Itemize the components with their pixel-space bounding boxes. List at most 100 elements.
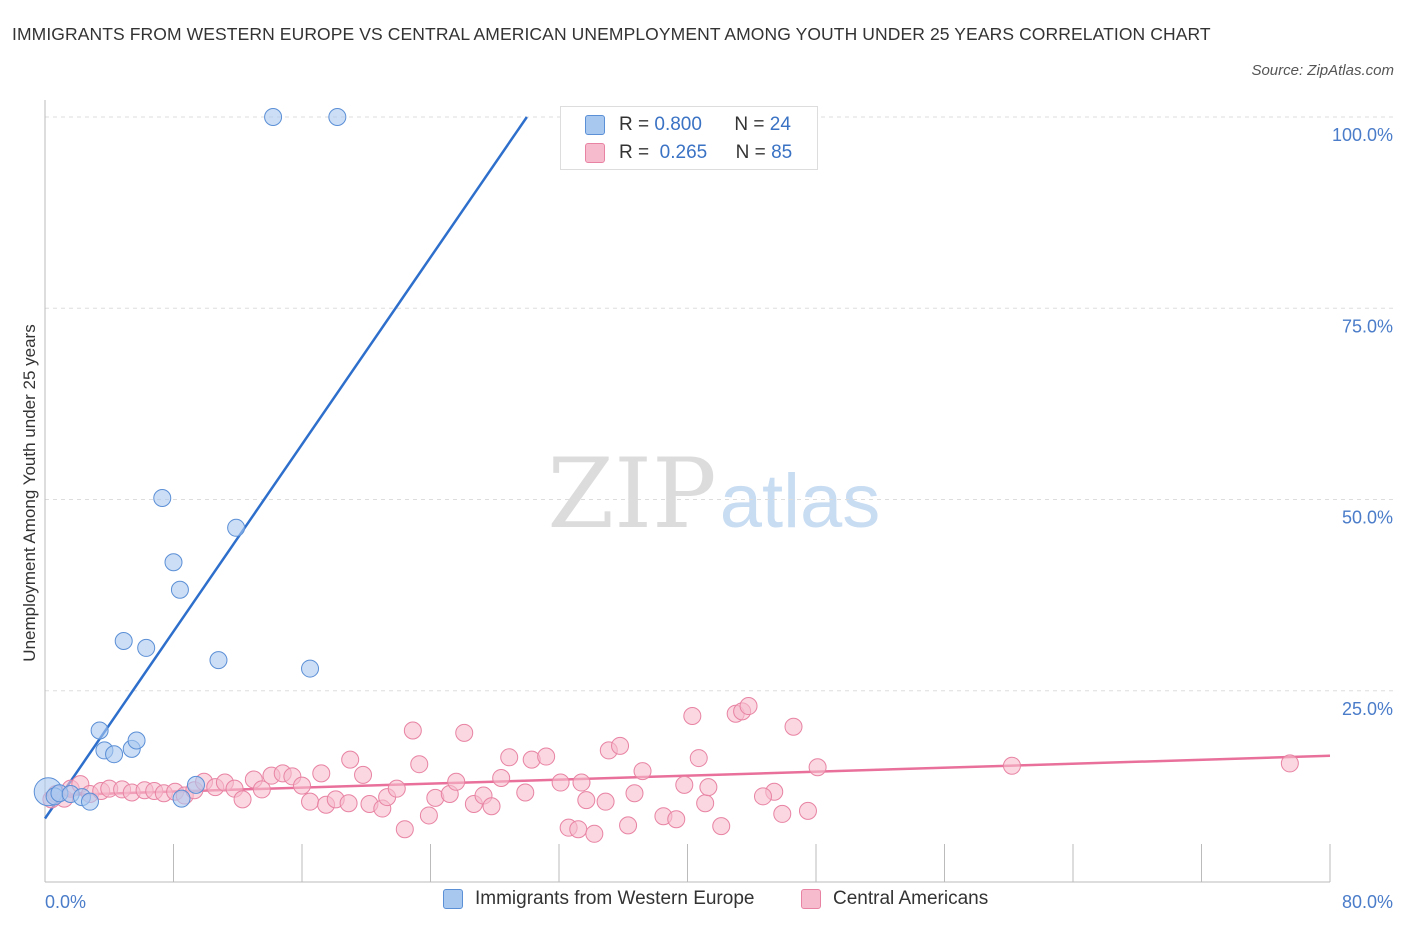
points-central-americans xyxy=(42,697,1299,843)
x-tick-label-max: 80.0% xyxy=(1342,892,1393,912)
data-point-central-americans xyxy=(619,816,638,835)
data-point-central-americans xyxy=(293,776,311,795)
data-point-central-americans xyxy=(339,794,358,813)
legend-label-western-europe: Immigrants from Western Europe xyxy=(475,888,755,909)
x-ticks xyxy=(44,844,1331,882)
data-point-western-europe xyxy=(227,518,246,537)
data-point-central-americans xyxy=(696,794,715,813)
legend-r-value-1: 0.800 xyxy=(654,114,702,135)
data-point-central-americans xyxy=(252,780,271,799)
x-tick-label-min: 0.0% xyxy=(45,892,86,912)
legend-label-central-americans: Central Americans xyxy=(833,888,989,909)
data-point-western-europe xyxy=(264,108,283,126)
source-label: Source: ZipAtlas.com xyxy=(1251,62,1394,79)
y-tick-label-25: 25.0% xyxy=(1342,699,1393,719)
data-point-western-europe xyxy=(114,632,133,651)
watermark: ZIP atlas xyxy=(547,438,880,550)
data-point-central-americans xyxy=(773,804,792,823)
data-point-central-americans xyxy=(312,764,331,783)
data-point-central-americans xyxy=(1280,754,1299,773)
legend-r-label: R = xyxy=(619,142,650,163)
data-point-central-americans xyxy=(395,820,414,839)
legend-item-western-europe: Immigrants from Western Europe xyxy=(443,888,754,910)
trend-line-western-europe xyxy=(43,116,528,820)
data-point-central-americans xyxy=(410,755,429,774)
data-point-central-americans xyxy=(341,750,360,769)
data-point-western-europe xyxy=(80,792,99,811)
data-point-western-europe xyxy=(328,108,347,126)
legend-swatch-pink xyxy=(585,143,605,163)
data-point-western-europe xyxy=(137,638,156,657)
data-point-western-europe xyxy=(90,721,109,740)
data-point-central-americans xyxy=(577,791,596,810)
legend-row-central-americans: R = 0.265 N = 85 xyxy=(585,141,792,165)
data-point-central-americans xyxy=(572,773,591,792)
data-point-central-americans xyxy=(516,783,535,802)
data-point-central-americans xyxy=(569,820,588,839)
y-tick-labels: 25.0% 50.0% 75.0% 100.0% xyxy=(1332,125,1393,719)
data-point-western-europe xyxy=(105,745,124,764)
watermark-zip: ZIP xyxy=(547,438,716,550)
data-point-western-europe xyxy=(127,731,146,750)
data-point-central-americans xyxy=(585,824,604,843)
legend-swatch-blue xyxy=(585,115,605,135)
data-point-central-americans xyxy=(387,779,406,798)
data-point-central-americans xyxy=(419,806,438,825)
data-point-central-americans xyxy=(699,778,718,797)
y-axis-label: Unemployment Among Youth under 25 years xyxy=(20,324,39,662)
data-point-central-americans xyxy=(1002,756,1021,775)
data-point-central-americans xyxy=(492,768,511,787)
data-point-central-americans xyxy=(739,697,758,716)
data-point-central-americans xyxy=(712,817,731,836)
y-tick-label-75: 75.0% xyxy=(1342,316,1393,336)
data-point-western-europe xyxy=(301,659,320,678)
data-point-western-europe xyxy=(170,580,189,599)
legend-r-value-2: 0.265 xyxy=(659,142,708,163)
legend-n-label: N = xyxy=(735,142,766,163)
data-point-central-americans xyxy=(447,772,466,791)
legend-n-value-2: 85 xyxy=(771,142,793,163)
legend-swatch-blue xyxy=(443,889,463,909)
legend-n-value-1: 24 xyxy=(769,114,791,135)
data-point-central-americans xyxy=(455,723,474,742)
legend-item-central-americans: Central Americans xyxy=(801,888,988,910)
data-point-central-americans xyxy=(403,721,422,740)
chart-title: IMMIGRANTS FROM WESTERN EUROPE VS CENTRA… xyxy=(12,24,1211,44)
data-point-western-europe xyxy=(164,553,183,572)
legend-row-western-europe: R = 0.800 N = 24 xyxy=(585,113,791,137)
y-tick-label-50: 50.0% xyxy=(1342,508,1393,528)
data-point-central-americans xyxy=(633,762,652,781)
data-point-central-americans xyxy=(551,773,570,792)
series-legend: Immigrants from Western Europe Central A… xyxy=(0,888,1406,916)
data-point-central-americans xyxy=(482,797,501,816)
data-point-western-europe xyxy=(153,488,172,507)
legend-r-label: R = xyxy=(619,114,650,135)
data-point-central-americans xyxy=(808,758,827,777)
data-point-central-americans xyxy=(625,784,644,803)
points-western-europe xyxy=(33,108,609,811)
data-point-central-americans xyxy=(301,792,320,811)
data-point-central-americans xyxy=(611,736,630,755)
watermark-atlas: atlas xyxy=(720,459,881,544)
data-point-central-americans xyxy=(233,790,252,809)
gridlines xyxy=(45,116,1393,692)
data-point-central-americans xyxy=(500,748,519,767)
data-point-western-europe xyxy=(172,789,191,808)
legend-n-label: N = xyxy=(734,114,765,135)
data-point-central-americans xyxy=(689,749,708,768)
data-point-central-americans xyxy=(753,787,772,806)
data-point-western-europe xyxy=(186,775,205,794)
data-point-central-americans xyxy=(596,792,615,811)
data-point-western-europe xyxy=(209,651,228,670)
data-point-central-americans xyxy=(354,765,373,784)
data-point-central-americans xyxy=(537,747,556,766)
data-point-central-americans xyxy=(784,717,803,736)
data-point-central-americans xyxy=(675,775,694,794)
data-point-central-americans xyxy=(683,706,702,725)
legend-swatch-pink xyxy=(801,889,821,909)
correlation-legend: R = 0.800 N = 24 R = 0.265 N = 85 xyxy=(560,106,818,170)
y-tick-label-100: 100.0% xyxy=(1332,125,1393,145)
data-point-central-americans xyxy=(667,810,686,829)
data-point-central-americans xyxy=(798,801,817,820)
